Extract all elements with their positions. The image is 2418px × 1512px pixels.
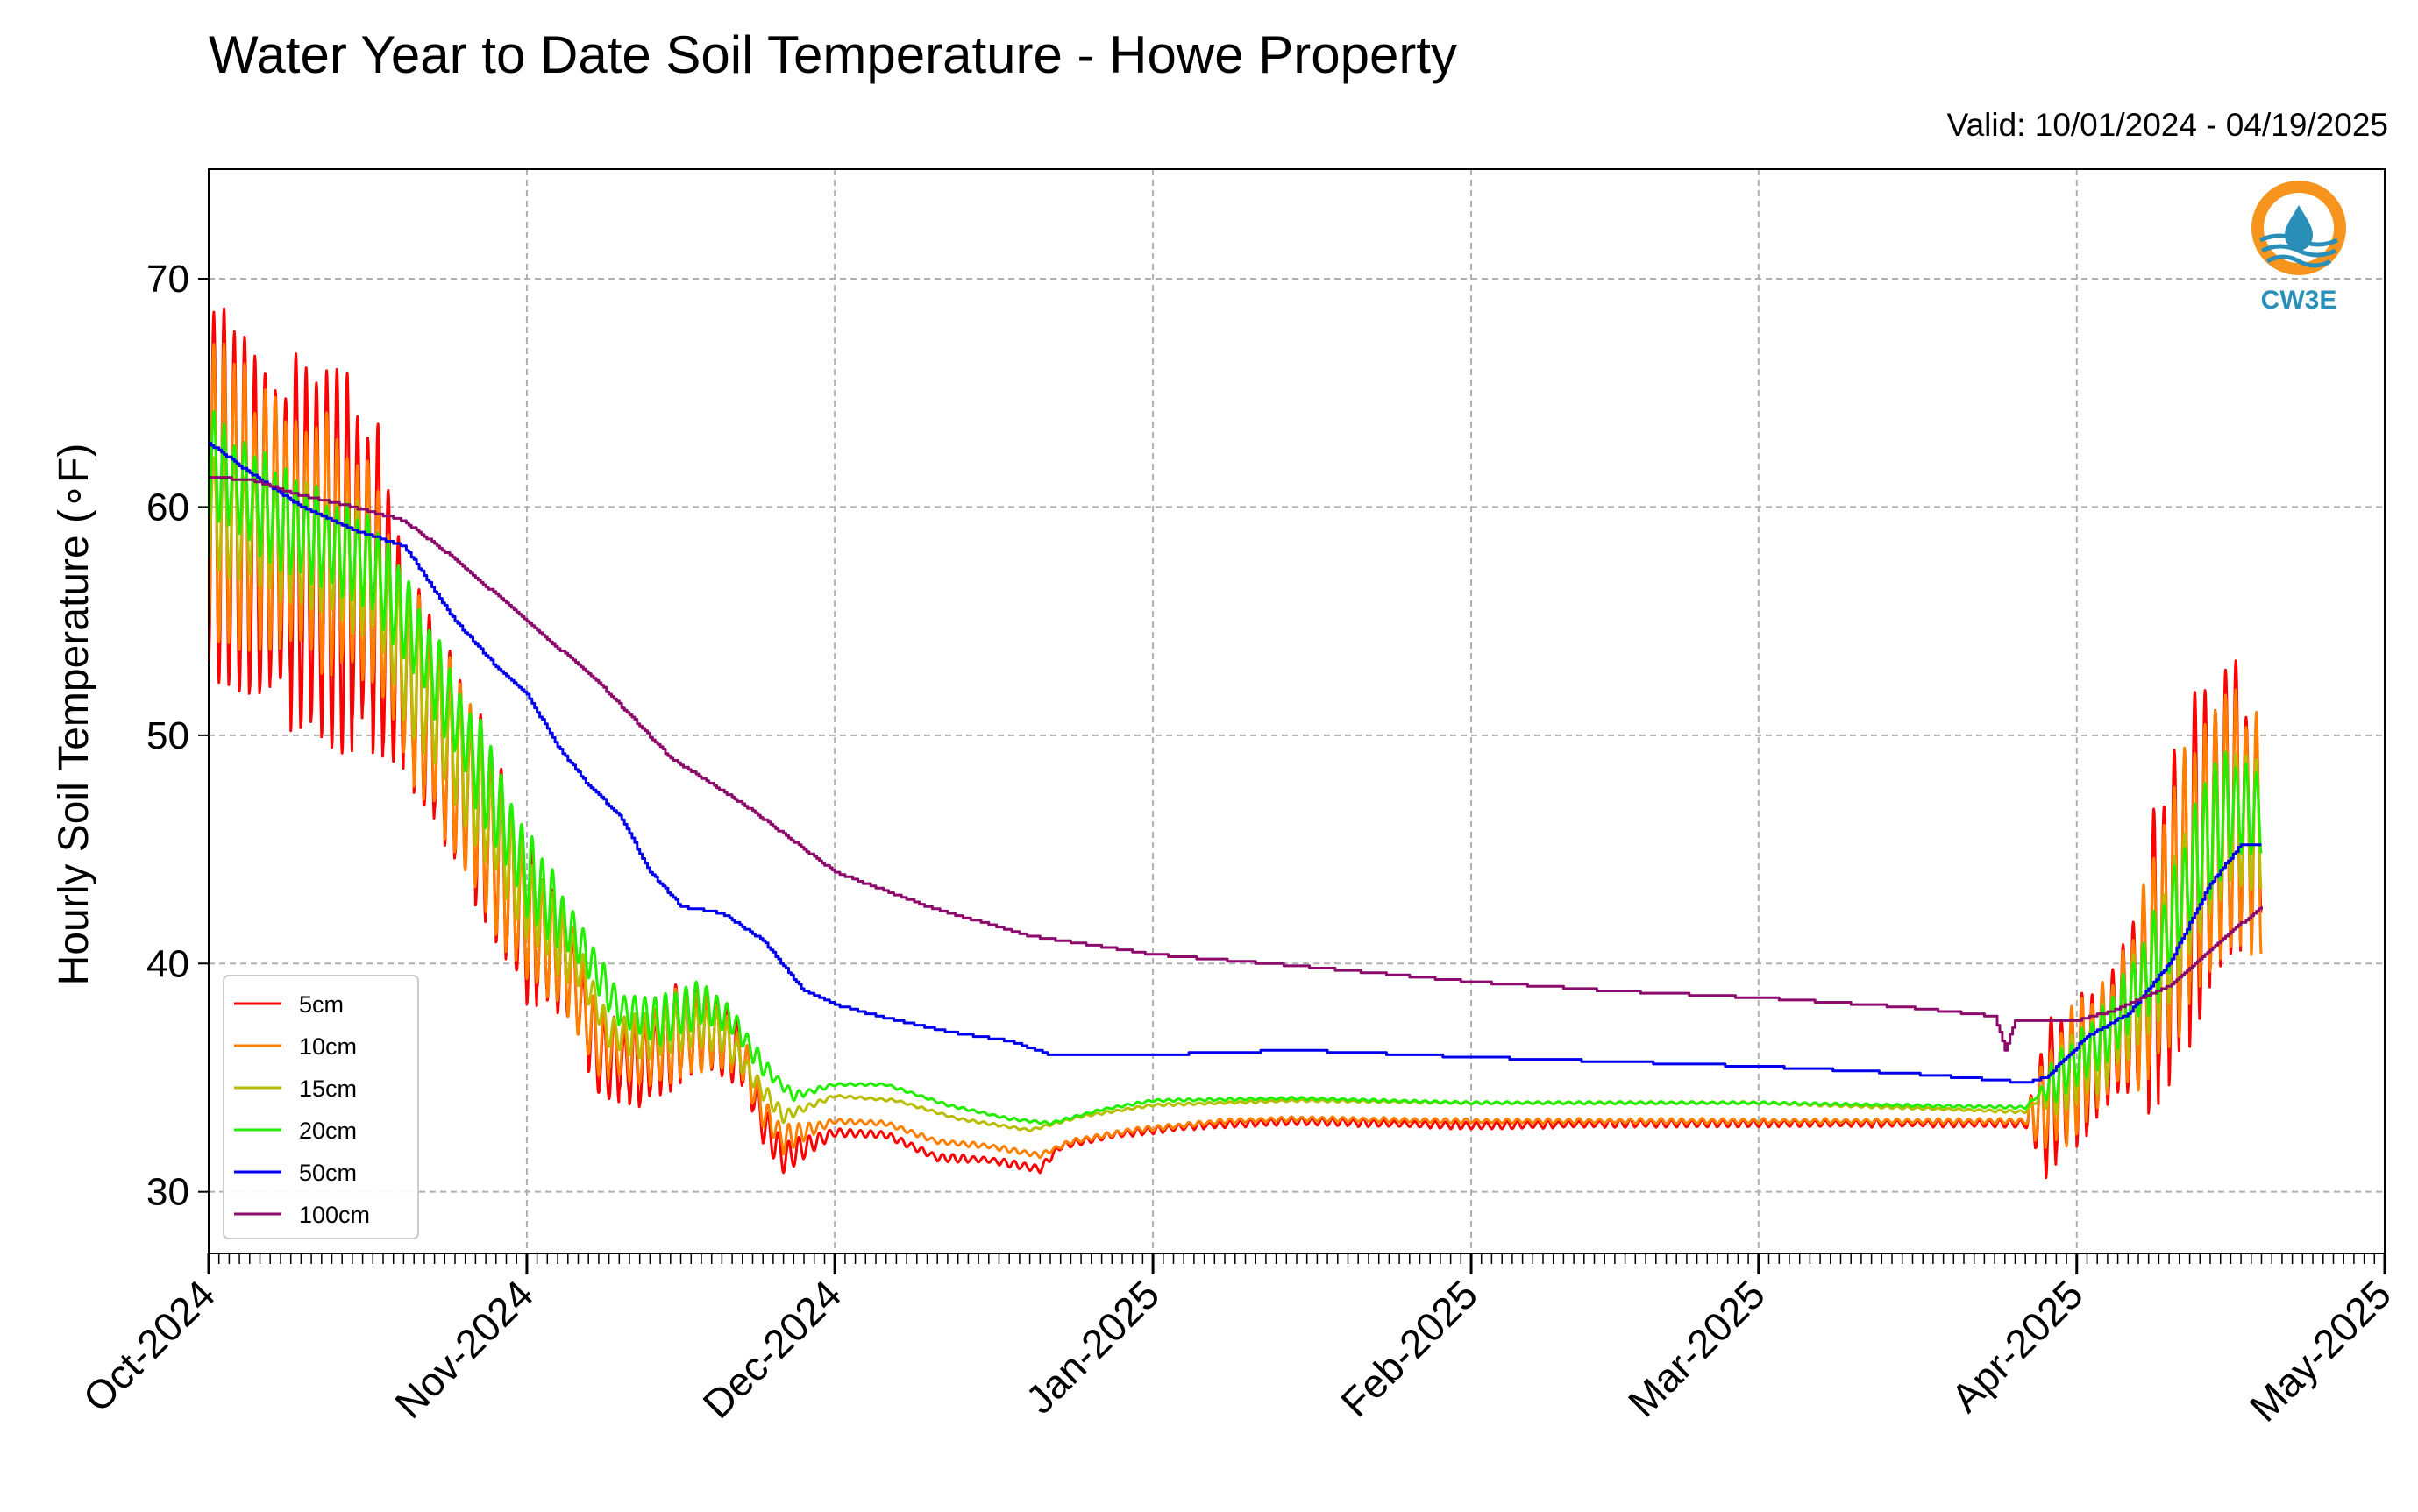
x-tick-label: May-2025 <box>2241 1271 2400 1430</box>
legend: 5cm 10cm 15cm 20cm 50cm 100cm <box>223 975 419 1239</box>
x-tick-label: Feb-2025 <box>1332 1271 1486 1425</box>
y-tick-label: 40 <box>146 942 189 985</box>
x-tick-label: Oct-2024 <box>75 1271 224 1421</box>
logo-text: CW3E <box>2261 286 2337 315</box>
x-tick-label: Jan-2025 <box>1017 1271 1168 1422</box>
x-axis: Oct-2024 Nov-2024 Dec-2024 Jan-2025 Feb-2025… <box>75 1253 2400 1430</box>
x-tick-label: Dec-2024 <box>693 1271 850 1427</box>
y-tick-label: 30 <box>146 1171 189 1214</box>
x-tick-label: Mar-2025 <box>1619 1271 1774 1425</box>
series-line-50cm <box>209 442 2262 1084</box>
series-line-10cm <box>209 342 2263 1160</box>
logo-waves <box>2258 233 2339 268</box>
y-tick-label: 50 <box>146 714 189 757</box>
legend-label: 15cm <box>299 1075 357 1102</box>
x-minor-ticks <box>208 1253 2386 1264</box>
y-axis: 30 40 50 60 70 <box>146 258 209 1214</box>
series-line-20cm <box>209 409 2263 1126</box>
data-series <box>209 307 2263 1180</box>
legend-label: 20cm <box>299 1118 357 1144</box>
series-line-100cm <box>209 476 2263 1052</box>
series-line-5cm <box>209 307 2263 1180</box>
x-tick-label: Apr-2025 <box>1942 1271 2092 1421</box>
cw3e-logo: CW3E <box>2251 181 2346 315</box>
legend-label: 100cm <box>299 1202 370 1228</box>
y-tick-label: 70 <box>146 258 189 301</box>
chart-subtitle: Valid: 10/01/2024 - 04/19/2025 <box>1946 107 2388 143</box>
x-tick-label: Nov-2024 <box>386 1271 542 1427</box>
logo-ring <box>2251 181 2346 275</box>
legend-label: 10cm <box>299 1033 357 1060</box>
legend-label: 5cm <box>299 991 344 1018</box>
chart-title: Water Year to Date Soil Temperature - Ho… <box>209 25 1458 84</box>
legend-label: 50cm <box>299 1160 357 1186</box>
series-line-15cm <box>209 451 2263 1132</box>
y-tick-label: 60 <box>146 486 189 529</box>
